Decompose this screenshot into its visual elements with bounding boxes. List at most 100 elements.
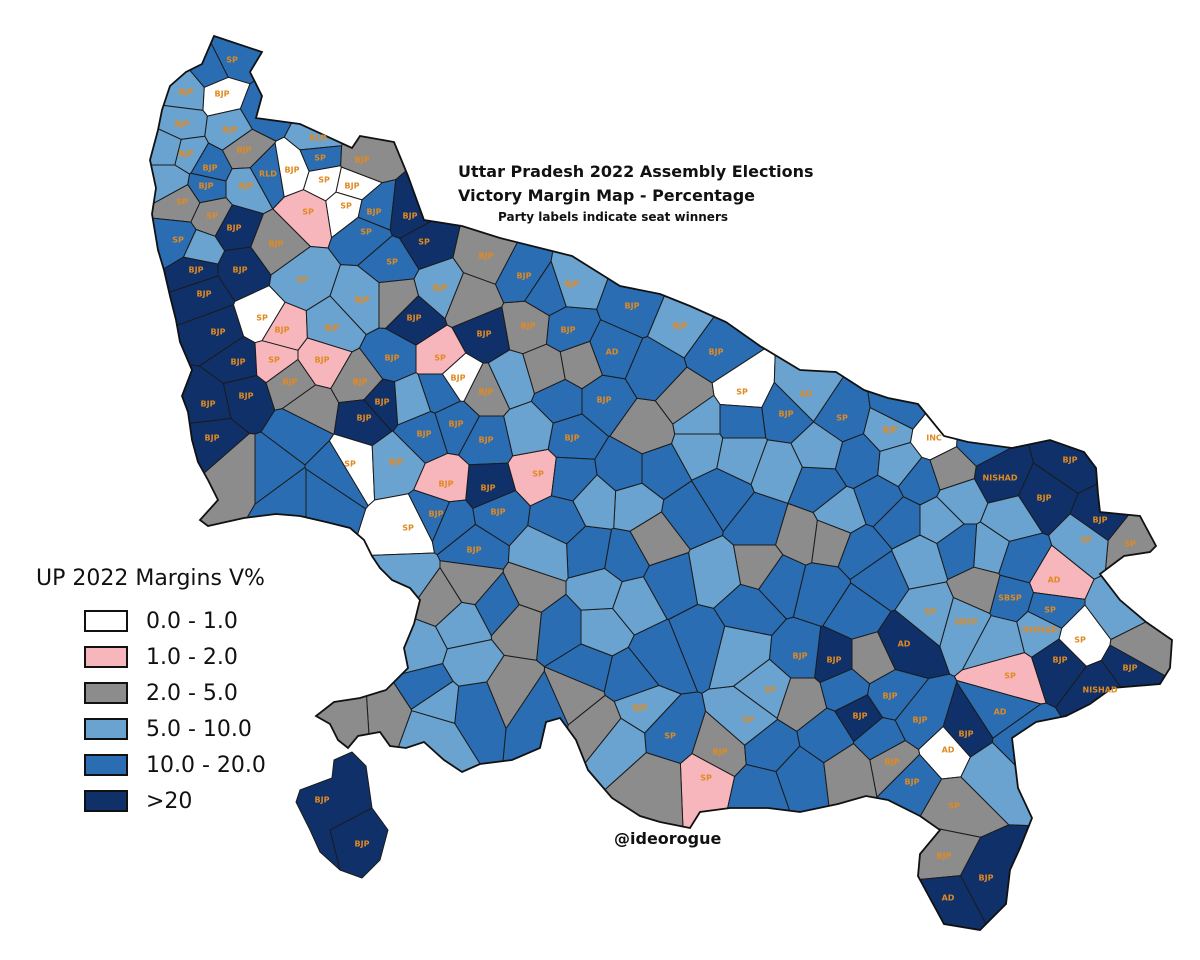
party-label: BJP [201,400,216,409]
party-label: BJP [633,704,648,713]
party-label: BJP [285,166,300,175]
party-label: BJP [199,182,214,191]
legend-item: 2.0 - 5.0 [84,675,296,711]
party-label: SP [700,774,712,783]
constituency-shape [956,36,1122,467]
party-label: BJP [467,546,482,555]
party-label: SP [742,716,754,725]
party-label: BJP [357,414,372,423]
constituency-shape [565,568,623,611]
constituency-shape [877,442,923,488]
constituency-shape [378,278,419,329]
constituency-shape [1055,659,1172,930]
party-label: BJP [1053,656,1068,665]
party-label: SP [302,208,314,217]
map-note: Party labels indicate seat winners [498,210,728,224]
constituency-shape [834,433,881,489]
party-label: BJP [375,398,390,407]
constituency-shape [1109,594,1172,696]
constituency-shape [946,566,1001,614]
legend-swatch [84,790,128,812]
party-label: RLD [259,170,277,179]
party-label: SP [736,388,748,397]
party-label: BJP [625,302,640,311]
party-label: BJP [779,410,794,419]
party-label: BJP [325,324,340,333]
constituency-shape [304,440,369,510]
party-label: BJP [211,328,226,337]
party-label: BJP [367,208,382,217]
party-label: SP [314,154,326,163]
constituency-shape [329,807,389,879]
constituency-shape [467,752,689,930]
party-label: BJP [479,388,494,397]
legend-label: 10.0 - 20.0 [146,752,266,778]
party-label: BJP [1037,494,1052,503]
party-label: SBSP [998,594,1022,603]
party-label: SP [176,198,188,207]
party-label: BJP [479,436,494,445]
party-label: BJP [389,458,404,467]
party-label: SP [1004,672,1016,681]
constituency-shape [823,743,878,879]
constituency-shape [733,875,1006,930]
party-label: SP [532,470,544,479]
party-label: SP [948,802,960,811]
party-label: BJP [439,480,454,489]
party-label: SP [256,314,268,323]
party-label: BJP [853,712,868,721]
party-label: SP [172,236,184,245]
legend-label: 0.0 - 1.0 [146,608,238,634]
constituency-shape [961,615,1025,671]
party-label: BJP [355,156,370,165]
party-label: SP [836,414,848,423]
constituency-shape [594,435,643,492]
map-title: Uttar Pradesh 2022 Assembly Elections [458,162,814,181]
constituency-shape [439,560,504,606]
party-label: BJP [479,252,494,261]
legend-swatch [84,682,128,704]
party-label: BJP [673,322,688,331]
party-label: BJP [429,510,444,519]
party-label: BJP [451,374,466,383]
party-label: BJP [315,796,330,805]
party-label: BJP [403,212,418,221]
legend: UP 2022 Margins V% 0.0 - 1.0 1.0 - 2.0 2… [36,566,296,819]
party-label: SP [434,354,446,363]
party-label: BJP [565,434,580,443]
party-label: BJP [355,840,370,849]
party-label: SP [764,686,776,695]
party-label: SP [418,238,430,247]
southern-district-layer [295,751,389,879]
party-label: BJP [885,758,900,767]
party-label: SP [1074,636,1086,645]
party-label: AD [942,746,955,755]
constituency-shape [627,618,699,695]
party-label: AD [994,708,1007,717]
constituency-shape [960,824,1172,930]
party-label: BJP [197,290,212,299]
party-label: SP [318,176,330,185]
party-label: BJP [561,326,576,335]
constituency-shape [544,643,613,693]
party-label: BJP [239,182,254,191]
constituency-shape [790,421,843,470]
party-label: BJP [449,420,464,429]
legend-label: 1.0 - 2.0 [146,644,238,670]
legend-label: 5.0 - 10.0 [146,716,252,742]
party-label: BJP [355,296,370,305]
constituency-shape [394,372,431,426]
map-subtitle: Victory Margin Map - Percentage [458,186,756,205]
party-label: BJP [239,392,254,401]
party-label: BJP [481,484,496,493]
party-label: BJP [477,330,492,339]
constituency-shape [283,36,405,151]
constituency-shape [853,717,906,761]
map-title-block: Uttar Pradesh 2022 Assembly Elections Vi… [458,160,818,226]
legend-item: 5.0 - 10.0 [84,711,296,747]
party-label: BJP [205,434,220,443]
party-label: BJP [203,164,218,173]
party-label: BJP [597,396,612,405]
